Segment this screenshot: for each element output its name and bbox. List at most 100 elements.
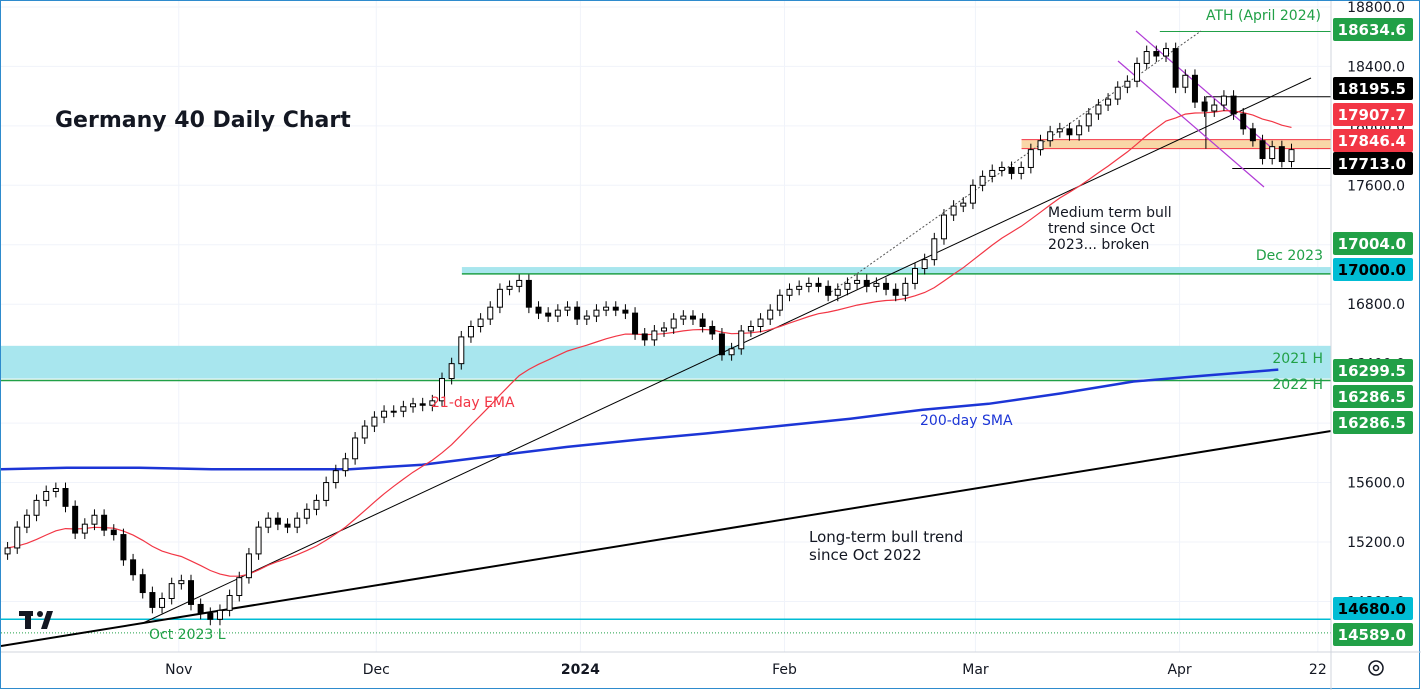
candle-body <box>274 517 281 525</box>
candle-body <box>188 580 194 605</box>
price-tag-label: 17846.4 <box>1338 132 1406 150</box>
candle-body <box>873 282 880 287</box>
x-tick-label: Apr <box>1167 662 1191 678</box>
price-tag-label: 18195.5 <box>1338 80 1406 98</box>
y-tick-label: 16800.0 <box>1347 297 1405 313</box>
candle-body <box>120 534 127 561</box>
candle-body <box>245 553 252 579</box>
channel-lower-line <box>1117 60 1265 188</box>
candle-body <box>680 315 687 320</box>
candle-body <box>236 577 243 597</box>
x-tick-label: 2024 <box>561 662 600 678</box>
price-tag <box>1333 411 1413 434</box>
candle-body <box>786 288 793 296</box>
logo-stem <box>25 611 31 629</box>
candle-body <box>1220 95 1227 106</box>
candle-body <box>718 333 725 356</box>
sma-label: 200-day SMA <box>920 413 1013 429</box>
y-tick-label: 17600.0 <box>1347 178 1405 194</box>
candle-body <box>632 312 639 335</box>
ath-label: ATH (April 2024) <box>1206 8 1321 24</box>
candle-body <box>1027 149 1034 168</box>
candle-body <box>699 318 706 327</box>
candle-body <box>487 306 494 320</box>
level-2022-label: 2022 H <box>1272 377 1323 393</box>
candle-body <box>960 202 967 207</box>
price-tag <box>1333 385 1413 408</box>
long-trend-label: Long-term bull trend <box>809 528 963 546</box>
candle-body <box>767 309 774 320</box>
medium-trend-label: Medium term bull <box>1048 205 1172 221</box>
candle-body <box>796 285 803 290</box>
candle-body <box>477 318 484 327</box>
price-tag-label: 16286.5 <box>1338 388 1406 406</box>
gear-hub <box>1372 664 1380 672</box>
candle-body <box>72 505 79 534</box>
candle-body <box>728 348 735 356</box>
candle-body <box>545 312 552 317</box>
candle-body <box>1230 95 1237 115</box>
candle-body <box>1047 131 1054 142</box>
candle-body <box>825 285 832 296</box>
candle-body <box>255 526 262 555</box>
gear-icon[interactable] <box>1368 660 1384 676</box>
price-tag <box>1333 103 1413 126</box>
candle-body <box>1259 140 1266 160</box>
candle-body <box>525 279 532 308</box>
candle-body <box>1288 149 1295 163</box>
candle-body <box>438 378 445 402</box>
candle-body <box>1143 51 1150 64</box>
candle-body <box>1066 128 1073 136</box>
candle-body <box>410 403 417 408</box>
x-tick-label: 22 <box>1309 662 1327 678</box>
candle-body <box>776 294 783 311</box>
price-tag-label: 17713.0 <box>1338 155 1406 173</box>
candle-body <box>1249 128 1256 142</box>
candle-body <box>1076 125 1083 136</box>
candle-body <box>197 603 204 614</box>
ema-label: 21-day EMA <box>431 395 515 411</box>
candle-body <box>883 282 890 290</box>
level-2021-label: 2021 H <box>1272 351 1323 367</box>
candle-body <box>1191 74 1198 103</box>
y-tick-label: 15200.0 <box>1347 535 1405 551</box>
candle-body <box>506 285 513 290</box>
candle-body <box>52 488 59 492</box>
candle-body <box>940 214 947 240</box>
price-tag <box>1333 359 1413 382</box>
candle-body <box>91 514 98 525</box>
candle-body <box>1056 128 1063 133</box>
candle-body <box>139 574 146 594</box>
candle-body <box>323 482 330 501</box>
candle-body <box>998 166 1005 171</box>
candle-body <box>1240 113 1247 130</box>
candle-body <box>805 282 812 287</box>
candle-body <box>4 547 11 555</box>
candle-body <box>1201 101 1208 112</box>
candle-body <box>1163 48 1169 57</box>
candle-body <box>709 326 716 335</box>
price-tag <box>1333 152 1413 175</box>
candle-body <box>110 529 117 536</box>
candle-body <box>313 499 320 510</box>
medium-trend-label: 2023... broken <box>1048 237 1149 253</box>
candle-body <box>593 309 600 317</box>
y-tick-label: 18400.0 <box>1347 59 1405 75</box>
candle-body <box>342 458 349 472</box>
candle-body <box>1211 104 1218 112</box>
candle-body <box>371 416 378 427</box>
candle-body <box>854 279 861 284</box>
candle-body <box>33 499 40 516</box>
price-tag <box>1333 623 1413 646</box>
candle-body <box>574 306 581 320</box>
price-tag-label: 14589.0 <box>1338 626 1406 644</box>
x-tick-label: Nov <box>165 662 192 678</box>
candle-body <box>14 526 21 549</box>
candle-body <box>1105 98 1112 106</box>
candle-body <box>130 559 137 576</box>
logo-slash <box>41 611 53 629</box>
candle-body <box>390 410 397 413</box>
candle-body <box>689 315 696 320</box>
